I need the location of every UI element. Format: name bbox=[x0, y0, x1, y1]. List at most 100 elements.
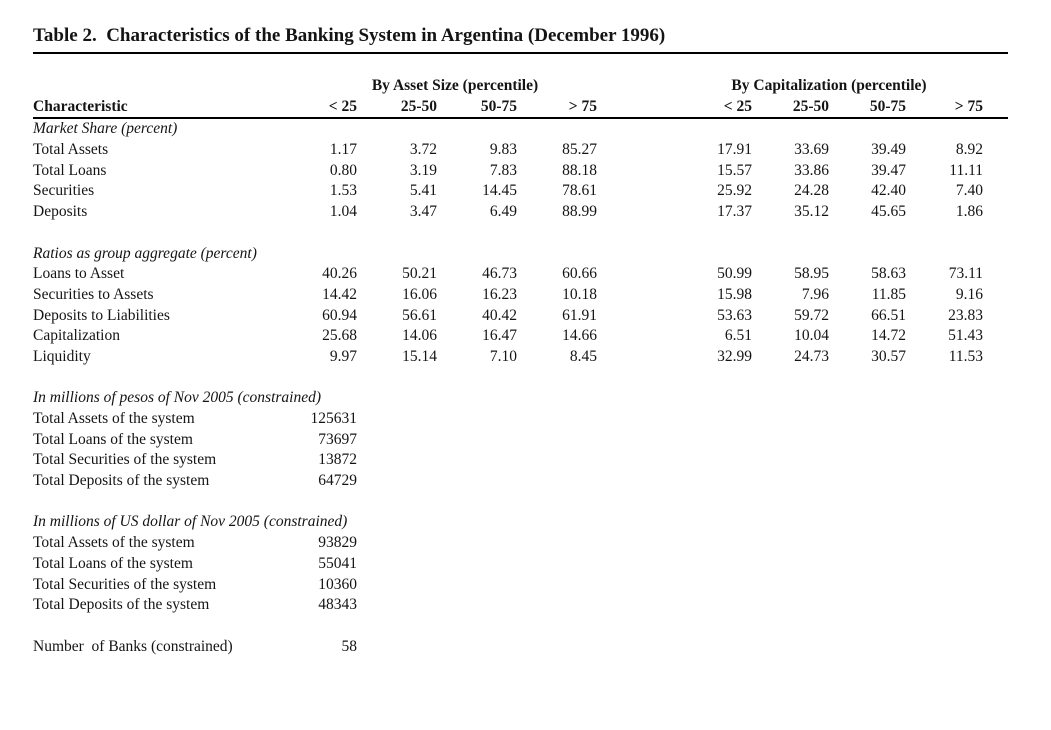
number-of-banks-label: Number of Banks (constrained) bbox=[33, 637, 233, 655]
system-value: 73697 bbox=[318, 430, 357, 448]
cell-value: 40.26 bbox=[322, 265, 357, 283]
cell-value: 15.57 bbox=[717, 161, 752, 179]
column-header: > 75 bbox=[568, 97, 597, 115]
cell-value: 88.99 bbox=[562, 203, 597, 221]
cell-value: 60.66 bbox=[562, 265, 597, 283]
cell-value: 58.95 bbox=[794, 265, 829, 283]
header-rule bbox=[33, 117, 1008, 120]
system-value: 125631 bbox=[310, 410, 358, 427]
cell-value: 25.68 bbox=[322, 327, 357, 345]
system-row: 10360 Total Securities of the system bbox=[33, 575, 1008, 596]
system-row: 125631 Total Assets of the system bbox=[33, 409, 1008, 430]
cell-value: 8.92 bbox=[955, 141, 983, 159]
column-header: > 75 bbox=[954, 97, 983, 115]
cell-value: 23.83 bbox=[948, 306, 983, 324]
system-label: Total Deposits of the system bbox=[33, 596, 210, 614]
cell-value: 14.06 bbox=[402, 327, 437, 345]
document-page: Table 2. Characteristics of the Banking … bbox=[0, 24, 1051, 730]
system-value: 93829 bbox=[318, 534, 357, 552]
cell-value: 73.11 bbox=[948, 265, 983, 283]
cell-value: 16.47 bbox=[482, 327, 517, 345]
cell-value: 45.65 bbox=[871, 203, 906, 221]
cell-value: 3.72 bbox=[409, 141, 437, 159]
cell-value: 32.99 bbox=[717, 347, 752, 365]
column-header: < 25 bbox=[723, 97, 752, 115]
cell-value: 58.63 bbox=[871, 265, 906, 283]
cell-value: 39.49 bbox=[871, 141, 906, 159]
cell-value: 7.83 bbox=[489, 161, 517, 179]
section-pesos: In millions of pesos of Nov 2005 (constr… bbox=[33, 388, 1008, 491]
column-header-characteristic: Characteristic bbox=[33, 97, 128, 115]
system-row: 55041 Total Loans of the system bbox=[33, 554, 1008, 575]
group-header-capitalization: By Capitalization (percentile) bbox=[731, 77, 927, 94]
cell-value: 33.69 bbox=[794, 141, 829, 159]
cell-value: 24.73 bbox=[794, 347, 829, 365]
system-row: 73697 Total Loans of the system bbox=[33, 430, 1008, 451]
cell-value: 85.27 bbox=[562, 141, 597, 159]
system-row: 93829 Total Assets of the system bbox=[33, 533, 1008, 554]
system-row: 64729 Total Deposits of the system bbox=[33, 471, 1008, 492]
cell-value: 16.23 bbox=[482, 285, 517, 303]
banking-table-body: Market Share (percent) Total Assets 1.17… bbox=[33, 119, 983, 367]
section-number-of-banks: 58 Number of Banks (constrained) bbox=[33, 637, 1008, 658]
cell-value: 53.63 bbox=[717, 306, 752, 324]
cell-value: 66.51 bbox=[871, 306, 906, 324]
cell-value: 30.57 bbox=[871, 347, 906, 365]
system-value: 55041 bbox=[318, 554, 357, 572]
system-value: 10360 bbox=[318, 575, 357, 593]
system-value: 13872 bbox=[318, 451, 357, 469]
cell-value: 50.99 bbox=[717, 265, 752, 283]
cell-value: 9.97 bbox=[329, 347, 357, 365]
row-label: Deposits to Liabilities bbox=[33, 306, 170, 324]
cell-value: 14.72 bbox=[871, 327, 906, 345]
cell-value: 60.94 bbox=[322, 306, 357, 324]
table-title: Table 2. Characteristics of the Banking … bbox=[33, 25, 666, 46]
cell-value: 25.92 bbox=[717, 182, 752, 200]
cell-value: 24.28 bbox=[794, 182, 829, 200]
row-label: Deposits bbox=[33, 203, 88, 221]
system-label: Total Assets of the system bbox=[33, 410, 195, 427]
group-header-asset-size: By Asset Size (percentile) bbox=[371, 77, 539, 94]
system-row: 48343 Total Deposits of the system bbox=[33, 595, 1008, 616]
section-header-ratios: Ratios as group aggregate (percent) bbox=[33, 244, 257, 262]
number-of-banks-value: 58 bbox=[341, 637, 358, 655]
cell-value: 9.16 bbox=[955, 285, 983, 303]
cell-value: 17.37 bbox=[717, 203, 752, 221]
cell-value: 14.66 bbox=[562, 327, 597, 345]
cell-value: 1.86 bbox=[955, 203, 983, 221]
system-label: Total Securities of the system bbox=[33, 451, 217, 469]
row-label: Loans to Asset bbox=[33, 265, 125, 283]
cell-value: 9.83 bbox=[489, 141, 517, 159]
cell-value: 15.14 bbox=[402, 347, 437, 365]
cell-value: 39.47 bbox=[871, 161, 906, 179]
cell-value: 61.91 bbox=[562, 306, 597, 324]
system-label: Total Securities of the system bbox=[33, 575, 217, 593]
cell-value: 1.53 bbox=[329, 182, 357, 200]
title-rule bbox=[33, 52, 1008, 54]
cell-value: 88.18 bbox=[562, 161, 597, 179]
cell-value: 14.42 bbox=[322, 285, 357, 303]
cell-value: 7.10 bbox=[489, 347, 517, 365]
column-header: 25-50 bbox=[792, 97, 829, 115]
system-label: Total Loans of the system bbox=[33, 430, 193, 448]
section-us-dollar: In millions of US dollar of Nov 2005 (co… bbox=[33, 512, 1008, 615]
cell-value: 56.61 bbox=[402, 306, 437, 324]
column-header: 50-75 bbox=[480, 97, 517, 115]
cell-value: 16.06 bbox=[402, 285, 437, 303]
cell-value: 17.91 bbox=[717, 141, 752, 159]
cell-value: 33.86 bbox=[794, 161, 829, 179]
cell-value: 42.40 bbox=[871, 182, 906, 200]
cell-value: 0.80 bbox=[329, 161, 357, 179]
section-header-pesos: In millions of pesos of Nov 2005 (constr… bbox=[33, 389, 322, 407]
cell-value: 51.43 bbox=[948, 327, 983, 345]
section-header-market-share: Market Share (percent) bbox=[33, 120, 178, 138]
cell-value: 1.04 bbox=[329, 203, 357, 221]
cell-value: 7.40 bbox=[955, 182, 983, 200]
row-label: Total Loans bbox=[33, 161, 107, 179]
cell-value: 10.04 bbox=[794, 327, 829, 345]
blank-row bbox=[33, 223, 983, 244]
system-label: Total Assets of the system bbox=[33, 534, 195, 552]
cell-value: 15.98 bbox=[717, 285, 752, 303]
column-header: 50-75 bbox=[869, 97, 906, 115]
cell-value: 7.96 bbox=[801, 285, 829, 303]
